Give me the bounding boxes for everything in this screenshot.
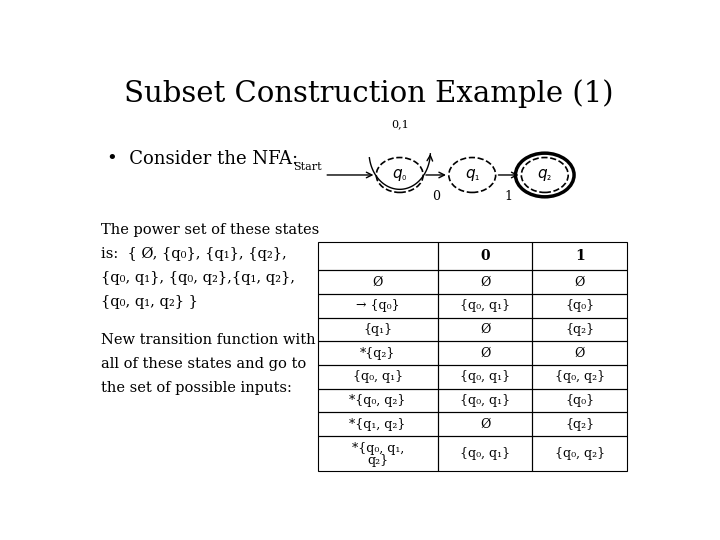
Text: {q₀}: {q₀} [565, 299, 595, 312]
Text: q₂}: q₂} [367, 454, 388, 467]
Text: *{q₁, q₂}: *{q₁, q₂} [349, 418, 406, 431]
Bar [533, 365, 627, 389]
Text: •  Consider the NFA:: • Consider the NFA: [107, 150, 298, 168]
Text: The power set of these states: The power set of these states [101, 223, 320, 237]
Bar [533, 413, 627, 436]
Text: 0: 0 [480, 249, 490, 263]
Text: Ø: Ø [575, 347, 585, 360]
Bar [533, 436, 627, 471]
Text: 1: 1 [505, 190, 513, 202]
Bar [438, 270, 533, 294]
Bar [533, 341, 627, 365]
Text: New transition function with: New transition function with [101, 333, 316, 347]
Bar [533, 389, 627, 413]
Text: 1: 1 [575, 249, 585, 263]
Text: {q₀, q₁}, {q₀, q₂},{q₁, q₂},: {q₀, q₁}, {q₀, q₂},{q₁, q₂}, [101, 271, 295, 285]
Text: {q₀, q₂}: {q₀, q₂} [555, 370, 605, 383]
Text: Start: Start [293, 162, 322, 172]
Text: {q₀, q₁, q₂} }: {q₀, q₁, q₂} } [101, 295, 198, 309]
Text: *{q₀, q₁,: *{q₀, q₁, [351, 442, 404, 455]
Bar [438, 436, 533, 471]
Text: Ø: Ø [480, 275, 490, 288]
Text: *{q₀, q₂}: *{q₀, q₂} [349, 394, 406, 407]
Text: {q₁}: {q₁} [363, 323, 392, 336]
Text: 0: 0 [432, 190, 440, 202]
Text: $q_₁$: $q_₁$ [464, 167, 480, 183]
Bar [318, 436, 438, 471]
Text: is:  { Ø, {q₀}, {q₁}, {q₂},: is: { Ø, {q₀}, {q₁}, {q₂}, [101, 247, 287, 261]
Text: {q₂}: {q₂} [565, 323, 595, 336]
Text: Ø: Ø [480, 347, 490, 360]
Bar [438, 242, 533, 270]
Bar [318, 413, 438, 436]
Text: {q₀, q₁}: {q₀, q₁} [353, 370, 402, 383]
Bar [438, 294, 533, 318]
Bar [533, 318, 627, 341]
Bar [318, 341, 438, 365]
Bar [438, 341, 533, 365]
Text: {q₀, q₁}: {q₀, q₁} [460, 299, 510, 312]
Bar [318, 389, 438, 413]
Text: Subset Construction Example (1): Subset Construction Example (1) [125, 79, 613, 108]
Text: $q_₂$: $q_₂$ [537, 167, 552, 183]
Bar [318, 318, 438, 341]
Text: Ø: Ø [575, 275, 585, 288]
Text: {q₀, q₂}: {q₀, q₂} [555, 447, 605, 460]
Bar [533, 242, 627, 270]
Text: {q₀, q₁}: {q₀, q₁} [460, 447, 510, 460]
Bar [318, 294, 438, 318]
Bar [318, 242, 438, 270]
Text: all of these states and go to: all of these states and go to [101, 357, 307, 371]
Bar [438, 413, 533, 436]
Text: {q₂}: {q₂} [565, 418, 595, 431]
Text: Ø: Ø [480, 418, 490, 431]
Text: → {q₀}: → {q₀} [356, 299, 400, 312]
Bar [318, 270, 438, 294]
Text: the set of possible inputs:: the set of possible inputs: [101, 381, 292, 395]
Text: 0,1: 0,1 [391, 119, 408, 129]
Bar [533, 270, 627, 294]
Bar [533, 294, 627, 318]
Text: Ø: Ø [480, 323, 490, 336]
Text: *{q₂}: *{q₂} [360, 347, 395, 360]
Text: {q₀, q₁}: {q₀, q₁} [460, 394, 510, 407]
Bar [438, 365, 533, 389]
Bar [438, 318, 533, 341]
Bar [318, 365, 438, 389]
Bar [438, 389, 533, 413]
Text: {q₀}: {q₀} [565, 394, 595, 407]
Text: Ø: Ø [372, 275, 383, 288]
Text: {q₀, q₁}: {q₀, q₁} [460, 370, 510, 383]
Text: $q_₀$: $q_₀$ [392, 167, 408, 183]
